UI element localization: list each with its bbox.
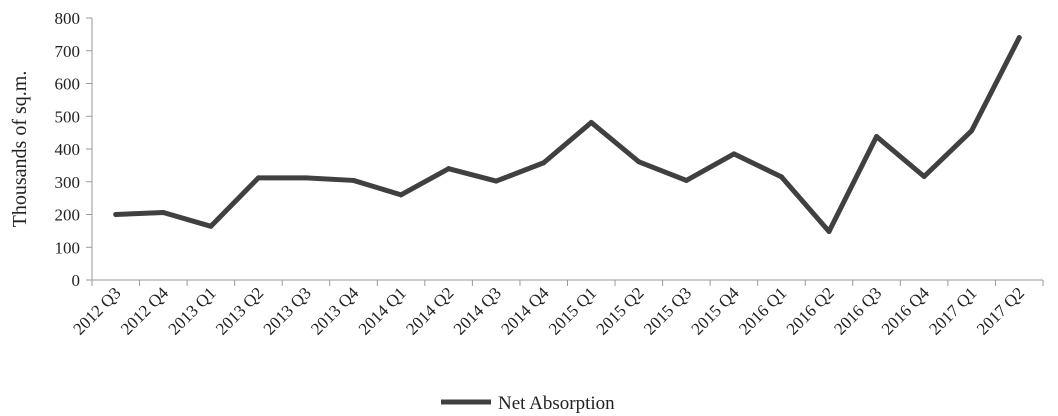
y-tick-label: 600 — [55, 75, 81, 94]
y-tick-label: 100 — [55, 238, 81, 257]
data-point — [683, 177, 689, 183]
x-tick-label: 2016 Q2 — [783, 283, 838, 338]
data-point — [398, 192, 404, 198]
x-tick-label: 2013 Q3 — [260, 283, 315, 338]
data-point — [113, 212, 119, 217]
x-tick-label: 2017 Q2 — [973, 283, 1028, 338]
x-tick-label: 2013 Q2 — [212, 283, 267, 338]
data-point — [160, 210, 166, 216]
data-point — [493, 178, 499, 184]
x-tick-label: 2016 Q4 — [878, 283, 934, 339]
x-tick-label: 2012 Q3 — [69, 283, 124, 338]
data-point — [969, 128, 975, 134]
data-point — [255, 175, 261, 181]
y-tick-label: 700 — [55, 42, 81, 61]
x-tick-label: 2013 Q1 — [165, 283, 220, 338]
data-point — [351, 177, 357, 183]
y-tick-label: 500 — [55, 107, 81, 126]
data-point — [874, 134, 880, 140]
x-tick-label: 2013 Q4 — [307, 283, 363, 339]
data-point — [541, 160, 547, 166]
data-point — [778, 174, 784, 180]
x-tick-label: 2016 Q3 — [830, 283, 885, 338]
x-tick-label: 2014 Q3 — [450, 283, 505, 338]
x-tick-label: 2014 Q2 — [402, 283, 457, 338]
data-point — [921, 174, 927, 180]
x-tick-label: 2017 Q1 — [925, 283, 980, 338]
data-point — [1016, 35, 1022, 41]
data-point — [826, 229, 832, 235]
data-point — [731, 151, 737, 157]
y-axis-ticks: 0 100 200 300 400 500 600 700 800 — [55, 9, 92, 290]
x-tick-label: 2014 Q4 — [497, 283, 553, 339]
y-tick-label: 0 — [72, 271, 81, 290]
x-tick-label: 2016 Q1 — [735, 283, 790, 338]
data-point — [636, 159, 642, 165]
y-tick-label: 200 — [55, 206, 81, 225]
x-tick-label: 2012 Q4 — [117, 283, 173, 339]
data-point — [303, 175, 309, 181]
y-tick-label: 800 — [55, 9, 81, 28]
y-tick-label: 300 — [55, 173, 81, 192]
data-point — [208, 223, 214, 229]
x-tick-label: 2015 Q3 — [640, 283, 695, 338]
x-tick-label: 2015 Q2 — [592, 283, 647, 338]
data-point — [446, 166, 452, 172]
data-point — [588, 119, 594, 125]
series-line-net-absorption — [113, 35, 1022, 235]
x-tick-label: 2015 Q1 — [545, 283, 600, 338]
series-layer — [113, 35, 1022, 235]
y-tick-label: 400 — [55, 140, 81, 159]
legend: Net Absorption — [441, 393, 615, 414]
x-tick-label: 2015 Q4 — [688, 283, 744, 339]
legend-label-net-absorption: Net Absorption — [498, 393, 615, 414]
y-axis-title: Thousands of sq.m. — [9, 71, 31, 228]
x-tick-label: 2014 Q1 — [355, 283, 410, 338]
